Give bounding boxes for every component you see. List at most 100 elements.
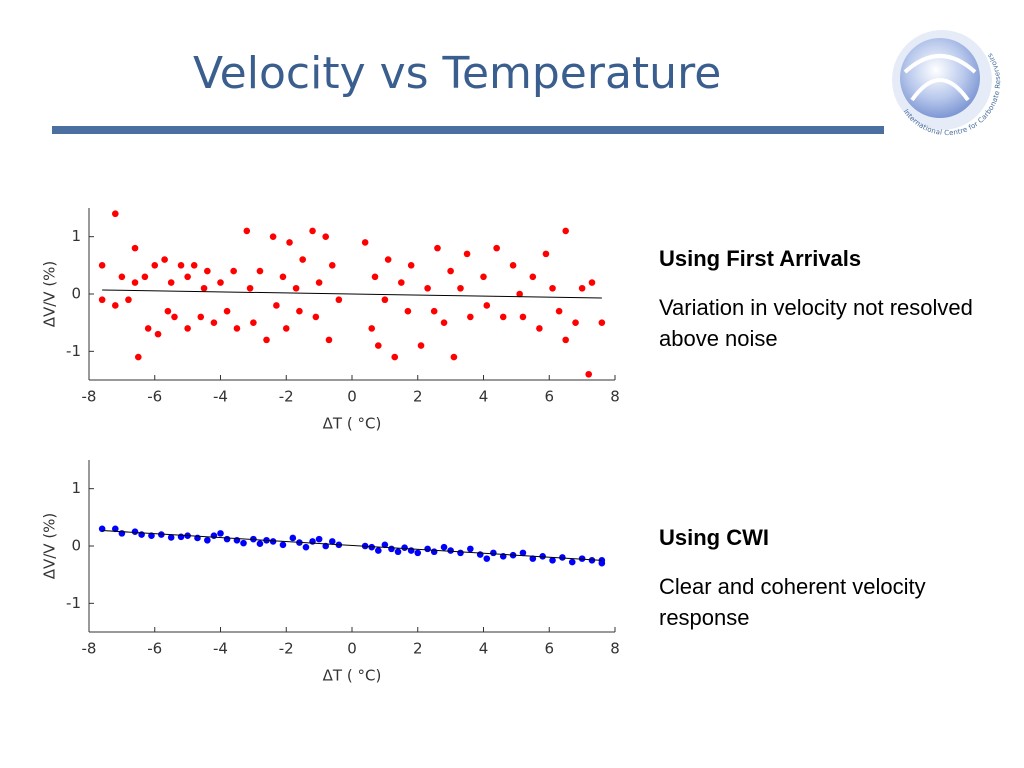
slide-title: Velocity vs Temperature [193, 48, 722, 99]
point [269, 233, 277, 240]
x-axis-label: ΔT ( °C) [323, 667, 382, 685]
point [309, 538, 316, 545]
point [302, 543, 310, 551]
x-tick-label: 4 [479, 640, 489, 658]
point [424, 284, 431, 292]
point [240, 539, 247, 547]
point [184, 325, 191, 332]
point [217, 279, 224, 286]
point [555, 307, 563, 315]
panel-text: Clear and coherent velocity response [659, 574, 926, 630]
point [516, 290, 523, 298]
point [480, 273, 487, 281]
panel-text: Variation in velocity not resolved above… [659, 295, 973, 351]
x-tick-label: 8 [610, 388, 620, 406]
fit-line [102, 289, 602, 299]
point [177, 262, 185, 269]
point [204, 267, 211, 275]
point [197, 313, 205, 321]
point [483, 302, 491, 309]
point [138, 531, 145, 538]
point [493, 244, 500, 252]
point [578, 555, 586, 562]
point [414, 549, 422, 557]
x-tick-label: 4 [479, 388, 489, 406]
x-tick-label: -8 [82, 640, 97, 658]
point [164, 307, 172, 315]
point [335, 296, 343, 304]
title-rule [52, 126, 884, 134]
point [519, 313, 527, 321]
x-tick-label: -4 [213, 388, 228, 406]
y-axis-label: ΔV/V (%) [41, 261, 59, 328]
point [559, 554, 566, 561]
point [401, 544, 408, 552]
point [184, 273, 191, 281]
point [371, 273, 379, 281]
point [391, 353, 399, 361]
point [131, 279, 139, 286]
point [447, 547, 454, 554]
point [368, 325, 376, 332]
x-tick-label: 6 [544, 640, 554, 658]
point [585, 370, 592, 378]
y-axis-label: ΔV/V (%) [41, 513, 59, 580]
point [519, 549, 527, 557]
point [167, 534, 175, 541]
x-tick-label: -6 [147, 640, 162, 658]
point [476, 551, 484, 558]
point [141, 273, 149, 281]
point [490, 549, 497, 557]
point [361, 239, 369, 246]
point [509, 262, 517, 269]
point [328, 538, 336, 545]
point [568, 558, 576, 566]
point [144, 325, 152, 332]
point [407, 547, 415, 554]
x-axis-label: ΔT ( °C) [323, 415, 382, 433]
point [279, 273, 287, 281]
point [542, 250, 550, 258]
point [598, 319, 606, 326]
point [161, 256, 168, 263]
point [154, 330, 162, 338]
point [381, 296, 389, 304]
point [315, 535, 323, 543]
point [424, 545, 431, 553]
point [263, 336, 270, 344]
x-tick-label: -2 [279, 640, 294, 658]
point [457, 284, 464, 292]
point [588, 557, 596, 564]
y-tick-label: 1 [71, 227, 81, 245]
point [112, 210, 119, 218]
point [204, 536, 211, 544]
x-tick-label: 6 [544, 388, 554, 406]
x-tick-label: 2 [413, 388, 423, 406]
point [588, 279, 596, 286]
point [447, 267, 454, 275]
point [256, 267, 264, 275]
point [434, 244, 441, 252]
point [112, 525, 119, 533]
point [269, 538, 277, 545]
point [562, 227, 569, 235]
point [499, 313, 507, 321]
point [289, 534, 297, 542]
point [457, 549, 464, 557]
panel: Using CWI Clear and coherent velocity re… [659, 525, 974, 633]
point [98, 262, 106, 269]
x-tick-label: -6 [147, 388, 162, 406]
point [296, 307, 303, 315]
point [282, 325, 290, 332]
point [388, 545, 395, 553]
point [450, 353, 458, 361]
point [151, 262, 159, 269]
point [384, 256, 392, 263]
chart: -8 -6 -4 -2 0 2 4 6 8 -1 0 1 ΔT ( °C) ΔV/V (%) [41, 460, 620, 685]
point [572, 319, 579, 326]
panel-heading: Using First Arrivals [659, 246, 862, 271]
point [233, 325, 241, 332]
point [210, 319, 218, 326]
point [322, 233, 330, 240]
